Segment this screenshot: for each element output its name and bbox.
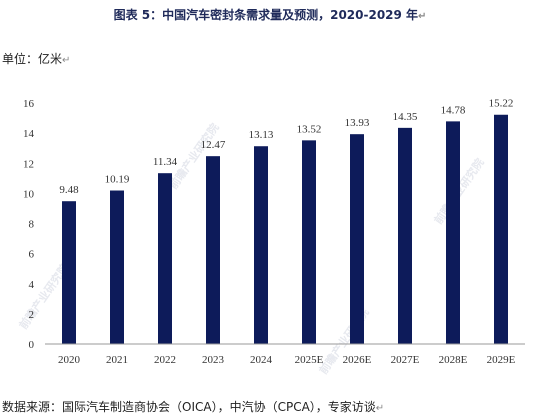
- source-note-text: 数据来源：国际汽车制造商协会（OICA），中汽协（CPCA），专家访谈: [2, 400, 376, 414]
- paragraph-mark-icon: ↵: [375, 403, 385, 414]
- data-label: 13.93: [345, 117, 370, 129]
- paragraph-mark-icon: ↵: [418, 11, 427, 22]
- x-tick-label: 2027E: [391, 354, 420, 366]
- value-labels: 9.48 10.19 11.34 12.47 13.13 13.52 13.93 14.35 1…: [59, 98, 513, 196]
- data-label: 10.19: [105, 174, 130, 186]
- bar: [254, 146, 268, 344]
- x-tick-label: 2028E: [439, 354, 468, 366]
- unit-label-text: 单位：亿米: [2, 52, 63, 66]
- y-tick-label: 14: [23, 128, 35, 140]
- bar: [494, 114, 508, 344]
- x-tick-label: 2023: [202, 354, 225, 366]
- y-tick-label: 6: [29, 249, 35, 261]
- bar: [110, 190, 124, 344]
- bar: [398, 127, 412, 345]
- watermarks: 前瞻产业研究院 前瞻产业研究院 前瞻产业研究院 前瞻产业研究院: [16, 121, 487, 377]
- y-tick-label: 4: [29, 279, 35, 291]
- bar: [350, 134, 364, 344]
- y-axis-ticks: 0 2 4 6 8 10 12 14 16: [23, 98, 35, 351]
- data-label: 13.52: [297, 123, 322, 135]
- x-tick-label: 2021: [106, 354, 128, 366]
- data-label: 14.35: [393, 111, 418, 123]
- bar: [302, 140, 316, 344]
- y-tick-label: 2: [29, 309, 35, 321]
- x-tick-label: 2029E: [487, 354, 516, 366]
- x-tick-label: 2022: [154, 354, 176, 366]
- x-axis-ticks: 2020 2021 2022 2023 2024 2025E 2026E 2027E 2028E…: [58, 354, 516, 366]
- chart-title: 图表 5：中国汽车密封条需求量及预测，2020-2029 年↵: [0, 6, 540, 23]
- y-tick-label: 16: [23, 98, 35, 110]
- bar: [158, 173, 172, 344]
- y-tick-label: 10: [23, 188, 35, 200]
- x-tick-label: 2024: [250, 354, 273, 366]
- bar: [206, 156, 220, 344]
- x-tick-label: 2025E: [295, 354, 324, 366]
- bars: [62, 114, 508, 345]
- y-tick-label: 8: [29, 219, 35, 231]
- bar: [446, 121, 460, 344]
- chart-title-text: 图表 5：中国汽车密封条需求量及预测，2020-2029 年: [113, 8, 419, 22]
- data-label: 14.78: [441, 104, 466, 116]
- data-label: 12.47: [201, 139, 226, 151]
- source-note: 数据来源：国际汽车制造商协会（OICA），中汽协（CPCA），专家访谈↵: [2, 398, 384, 415]
- x-tick-label: 2026E: [343, 354, 372, 366]
- unit-label: 单位：亿米↵: [2, 50, 70, 67]
- y-tick-label: 0: [29, 339, 35, 351]
- data-label: 11.34: [153, 156, 178, 168]
- data-label: 9.48: [59, 184, 79, 196]
- data-label: 15.22: [489, 98, 514, 110]
- paragraph-mark-icon: ↵: [62, 55, 71, 66]
- y-tick-label: 12: [23, 158, 34, 170]
- bar: [62, 201, 76, 344]
- x-tick-label: 2020: [58, 354, 81, 366]
- data-label: 13.13: [249, 129, 274, 141]
